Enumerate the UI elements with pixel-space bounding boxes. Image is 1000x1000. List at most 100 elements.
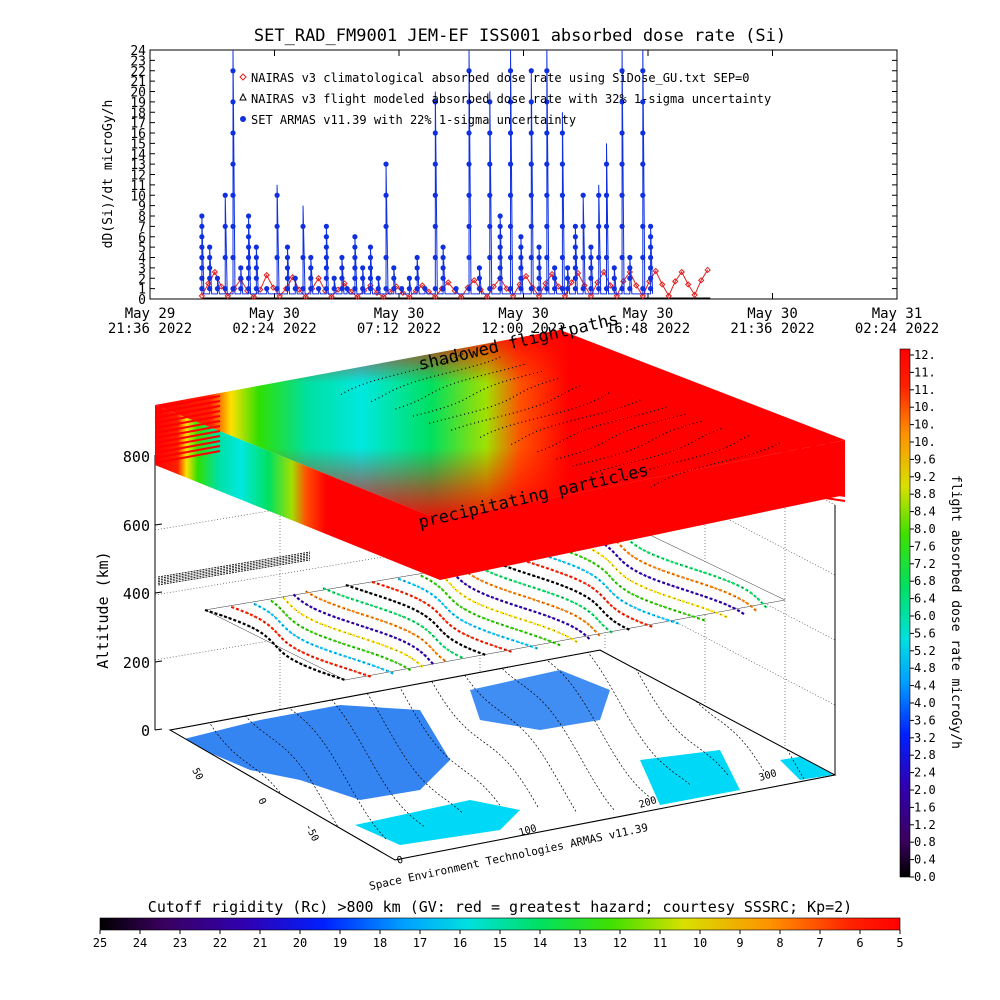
armas-point [352,265,358,271]
armas-point [572,265,578,271]
armas-point [207,286,213,292]
climatological-point [224,292,232,300]
rigidity-colorbar-tick-label: 25 [93,936,107,950]
side-projection-line [157,556,311,583]
slab-stripe [779,455,846,467]
armas-point [331,275,337,281]
armas-point [487,192,493,198]
y-tick-label: 19 [130,96,146,111]
armas-point [559,254,566,261]
armas-point [497,265,503,271]
armas-point [640,130,646,136]
slab-stripe [154,430,221,444]
armas-point [339,275,345,281]
armas-point [222,254,228,261]
iss-track [397,577,539,650]
altitude-tick-label: 800 [123,448,150,466]
armas-point [487,99,493,105]
climatological-point [432,293,439,301]
legend-label: NAIRAS v3 flight modeled absorbed dose r… [251,92,771,106]
armas-point [391,275,397,281]
armas-point [507,99,514,105]
slab-stripe [154,445,221,459]
armas-point [375,286,381,292]
armas-point [507,286,514,292]
armas-point [619,254,625,261]
y-tick-label: 7 [138,220,146,235]
armas-point [230,68,236,74]
y-tick-label: 18 [130,106,146,121]
legend-marker-dot [240,116,246,122]
y-tick-label: 11 [130,179,146,194]
armas-point [647,286,654,292]
armas-point [292,275,298,281]
climatological-point [269,284,277,291]
y-tick-label: 17 [130,117,146,132]
iss-track [587,546,729,619]
iss-track-shadow [270,600,412,671]
armas-point [544,99,550,105]
x-tick-label-date: May 30 [374,306,425,322]
armas-point [367,244,374,250]
iss-track [292,593,435,666]
armas-point [207,254,213,261]
dose-colorbar-tick-label: 0.0 [914,870,936,884]
armas-point [466,68,472,74]
altitude-ticks: 0 200 400 600 800 [123,448,163,740]
armas-point [518,254,524,261]
iss-track-shadow [604,544,745,615]
armas-point [487,223,493,229]
armas-point [383,192,389,198]
armas-point [611,286,617,292]
armas-point [518,234,524,240]
armas-point [559,161,566,167]
armas-point [466,192,472,198]
armas-point [588,244,594,250]
slab-stripe [154,425,221,439]
y-tick-label: 21 [130,75,146,90]
armas-point [274,192,280,198]
dose-colorbar-tick-label: 7.6 [914,539,936,553]
iss-track [253,602,395,675]
page-title: SET_RAD_FM9001 JEM-EF ISS001 absorbed do… [254,26,786,46]
armas-point [391,286,397,292]
ground-track [493,659,615,811]
armas-point [315,286,322,292]
iss-track-shadow [616,541,757,612]
armas-point [284,254,291,261]
armas-point [207,275,213,281]
slab-stripe [154,440,221,454]
armas-point [528,254,534,261]
armas-point [544,161,550,167]
armas-point [647,275,654,281]
rigidity-colorbar-tick-label: 24 [133,936,147,950]
x-tick-label-date: May 30 [623,306,674,322]
slab-stripe [154,415,221,429]
armas-point [308,286,314,292]
armas-point [274,286,280,292]
armas-point [603,192,610,198]
armas-point [308,265,314,271]
armas-point [552,286,558,292]
x-tick-label-date: May 30 [747,306,798,322]
armas-point [245,244,252,250]
dose-colorbar-tick-label: 9.6 [914,452,936,466]
climatological-point [263,271,270,279]
armas-point [230,223,236,229]
armas-point [245,234,252,240]
slab-track [571,420,702,467]
slab-track-dots [339,349,781,489]
armas-point [383,161,389,167]
slab-stripe [779,465,846,477]
armas-point [528,286,534,292]
side-projection-line [157,559,311,586]
armas-point [640,223,646,229]
armas-point [360,286,366,292]
armas-point [647,223,654,229]
rigidity-colorbar-tick-label: 20 [293,936,307,950]
iss-track [322,587,464,660]
armas-point [406,275,412,281]
armas-point [603,286,610,292]
altitude-tick-label: 0 [141,722,150,740]
